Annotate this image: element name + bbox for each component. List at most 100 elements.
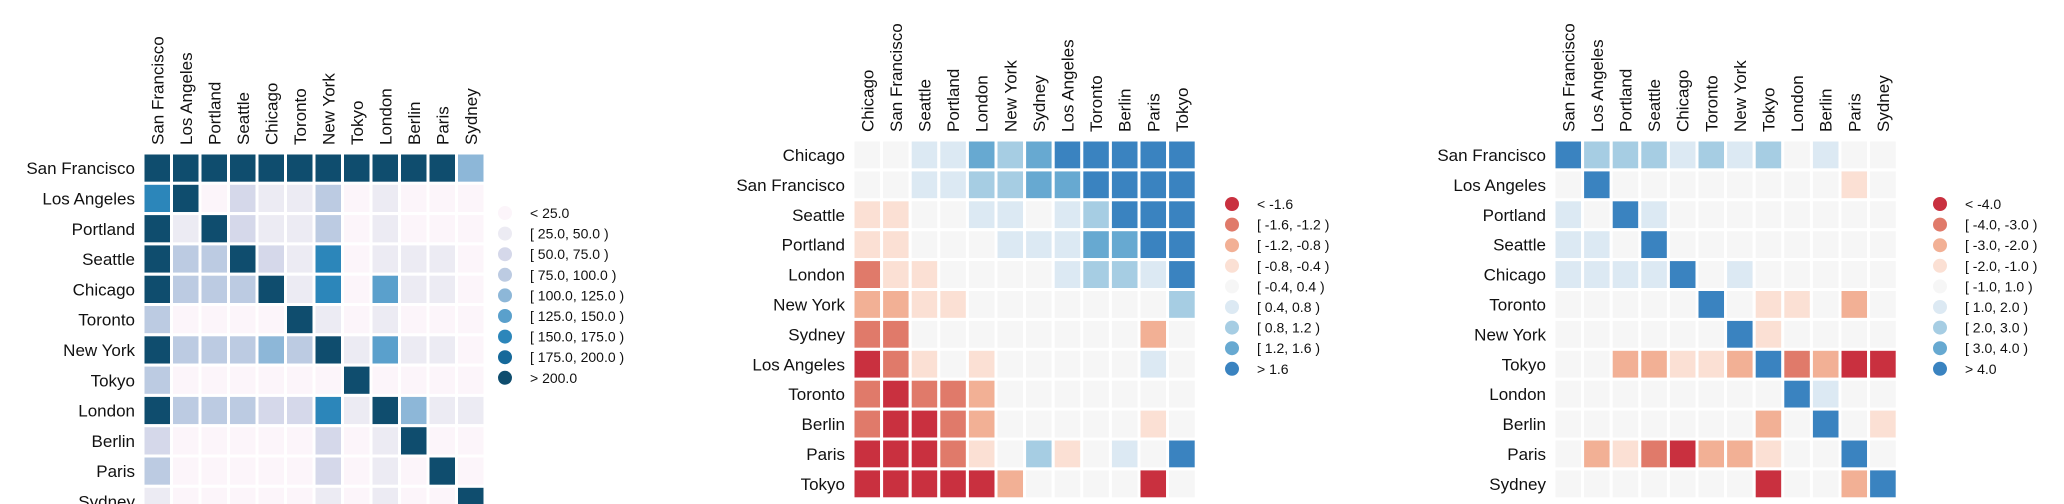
- heatmap-cell: [937, 347, 969, 381]
- heatmap-cell: [1080, 228, 1112, 262]
- heatmap-cell: [1108, 467, 1141, 501]
- heatmap-cell: [284, 454, 316, 488]
- heatmap-cell: [1809, 317, 1842, 351]
- legend-label: [ 25.0, 50.0 ): [530, 226, 609, 242]
- legend-swatch: [1933, 279, 1947, 294]
- heatmap-cell: [1166, 168, 1198, 202]
- heatmap-cell: [1023, 198, 1055, 232]
- heatmap-cell: [1724, 168, 1756, 202]
- heatmap-panel-1: San Francisco Los Angeles Portland Seattle C…: [26, 36, 624, 504]
- heatmap-cell: [1695, 467, 1728, 501]
- legend-swatch: [1225, 300, 1239, 314]
- heatmap-cell: [455, 303, 487, 337]
- heatmap-cell: [1581, 168, 1613, 202]
- legend-label: < -1.6: [1257, 196, 1293, 212]
- heatmap-cell: [255, 363, 287, 397]
- heatmap-cell: [1051, 317, 1084, 351]
- heatmap-cell: [1838, 258, 1871, 292]
- heatmap-cell: [1051, 258, 1084, 292]
- heatmap-cell: [1752, 407, 1785, 441]
- heatmap-cell: [1108, 377, 1141, 411]
- heatmap-cell: [994, 168, 1027, 202]
- heatmap-cell: [1724, 467, 1756, 501]
- heatmap-cell: [1867, 228, 1899, 262]
- legend-label: [ -2.0, -1.0 ): [1965, 258, 2037, 274]
- heatmap-cell: [1023, 317, 1055, 351]
- heatmap-cell: [851, 258, 884, 292]
- heatmap-cell: [198, 454, 230, 488]
- heatmap-cell: [1695, 138, 1728, 172]
- heatmap-cell: [198, 424, 230, 458]
- heatmap-cell: [1752, 228, 1785, 262]
- heatmap-cell: [1166, 198, 1198, 232]
- heatmap-cell: [851, 168, 884, 202]
- heatmap-cell: [398, 454, 430, 488]
- heatmap-cell: [1023, 437, 1055, 471]
- heatmap-cell: [1781, 407, 1813, 441]
- heatmap-cell: [1638, 407, 1670, 441]
- heatmap-cell: [1137, 168, 1170, 202]
- heatmap-cell: [1838, 437, 1871, 471]
- legend-label: [ 75.0, 100.0 ): [530, 267, 616, 283]
- heatmap-cell: [1809, 377, 1842, 411]
- row-label: San Francisco: [736, 176, 845, 195]
- heatmap-cell: [1108, 288, 1141, 321]
- heatmap-cell: [1781, 317, 1813, 351]
- heatmap-cell: [170, 181, 202, 216]
- row-label: Tokyo: [1502, 355, 1546, 374]
- heatmap-cell: [170, 303, 202, 337]
- heatmap-cell: [341, 242, 373, 276]
- heatmap-cell: [284, 363, 316, 397]
- heatmap-cell: [255, 484, 287, 504]
- heatmap-cell: [994, 288, 1027, 321]
- column-label: New York: [319, 73, 338, 145]
- heatmap-cell: [170, 151, 202, 185]
- legend-swatch: [1225, 279, 1239, 294]
- heatmap-cell: [141, 303, 173, 337]
- legend-swatch: [498, 370, 512, 385]
- heatmap-cell: [880, 198, 912, 232]
- heatmap-cell: [1724, 437, 1756, 471]
- heatmap-cell: [1581, 317, 1613, 351]
- heatmap-cell: [141, 181, 173, 216]
- heatmap-cell: [965, 198, 998, 232]
- heatmap-cell: [227, 484, 259, 504]
- column-label: London: [1788, 75, 1807, 132]
- heatmap-cell: [255, 303, 287, 337]
- heatmap-cell: [255, 242, 287, 276]
- heatmap-cell: [1809, 407, 1842, 441]
- heatmap-cell: [312, 272, 344, 307]
- heatmap-cell: [1080, 467, 1112, 501]
- heatmap-cell: [1666, 198, 1699, 232]
- heatmap-cell: [880, 377, 912, 411]
- heatmap-cell: [141, 393, 173, 428]
- heatmap-cell: [198, 303, 230, 337]
- heatmap-cell: [1752, 198, 1785, 232]
- heatmap-cell: [880, 288, 912, 321]
- legend-swatch: [1933, 341, 1947, 356]
- row-label: Tokyo: [91, 371, 135, 390]
- heatmap-cell: [341, 424, 373, 458]
- legend-swatch: [498, 350, 512, 365]
- column-label: Chicago: [858, 70, 877, 132]
- heatmap-cell: [937, 317, 969, 351]
- heatmap-cell: [1752, 138, 1785, 172]
- heatmap-cell: [1867, 437, 1899, 471]
- heatmap-cell: [1051, 437, 1084, 471]
- row-label: Toronto: [78, 311, 135, 330]
- row-label: Portland: [1483, 206, 1546, 225]
- heatmap-cell: [1638, 138, 1670, 172]
- heatmap-cell: [908, 437, 941, 471]
- heatmap-cell: [965, 168, 998, 202]
- legend-label: [ 1.0, 2.0 ): [1965, 299, 2028, 315]
- legend-swatch: [1225, 341, 1239, 356]
- heatmap-cell: [1867, 347, 1899, 381]
- legend-label: [ 150.0, 175.0 ): [530, 329, 624, 345]
- heatmap-cell: [398, 393, 430, 428]
- heatmap-cell: [1552, 168, 1585, 202]
- heatmap-cell: [1638, 258, 1670, 292]
- heatmap-cell: [1724, 228, 1756, 262]
- row-label: New York: [1474, 325, 1546, 344]
- heatmap-cell: [851, 198, 884, 232]
- legend-label: [ 0.8, 1.2 ): [1257, 320, 1320, 336]
